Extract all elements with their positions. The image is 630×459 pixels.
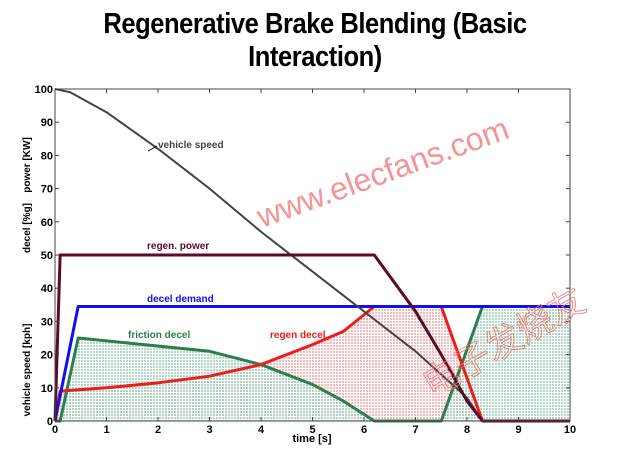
regen-power-line <box>53 253 570 423</box>
y-tick-label: 0 <box>47 416 53 428</box>
y-tick-label: 10 <box>41 383 53 395</box>
y-tick-label: 20 <box>41 350 53 362</box>
y-tick-label: 100 <box>35 84 53 96</box>
y-tick-label: 90 <box>41 117 53 129</box>
label-regen-decel: regen decel <box>270 330 326 341</box>
label-friction-decel: friction decel <box>128 330 190 341</box>
x-axis-label: time [s] <box>292 433 331 445</box>
label-decel-demand: decel demand <box>147 294 214 305</box>
y-tick-label: 50 <box>41 250 53 262</box>
label-vehicle-speed-leader <box>147 145 158 152</box>
x-tick-label: 2 <box>155 424 161 436</box>
x-tick-label: 1 <box>103 424 109 436</box>
x-tick-label: 6 <box>361 424 367 436</box>
decel-demand-line <box>53 304 570 422</box>
x-tick-label: 4 <box>258 424 265 436</box>
x-tick-label: 0 <box>52 424 58 436</box>
vehicle-speed-line <box>54 88 570 422</box>
y-tick-label: 70 <box>41 184 53 196</box>
watermark-url: www.elecfans.com <box>251 110 513 235</box>
y-tick-label: 80 <box>41 150 53 162</box>
y-axis-label-decel: decel [%g] <box>22 203 33 253</box>
x-tick-label: 7 <box>412 424 418 436</box>
friction-decel-line <box>55 304 570 423</box>
label-regen-power: regen. power <box>147 241 209 252</box>
y-axis-label-power: power [KW] <box>22 137 33 193</box>
x-tick-label: 5 <box>309 424 315 436</box>
label-vehicle-speed: vehicle speed <box>158 140 224 151</box>
y-tick-label: 30 <box>41 316 53 328</box>
x-tick-label: 3 <box>206 424 212 436</box>
y-tick-label: 60 <box>41 217 53 229</box>
x-tick-label: 8 <box>464 424 470 436</box>
y-axis-label-speed: vehicle speed [kph] <box>22 324 33 417</box>
chart-title: Regenerative Brake Blending (Basic Inter… <box>103 8 527 73</box>
friction-decel-area <box>55 306 570 421</box>
x-tick-label: 9 <box>515 424 521 436</box>
y-tick-label: 40 <box>41 283 53 295</box>
x-tick-label: 10 <box>564 424 576 436</box>
